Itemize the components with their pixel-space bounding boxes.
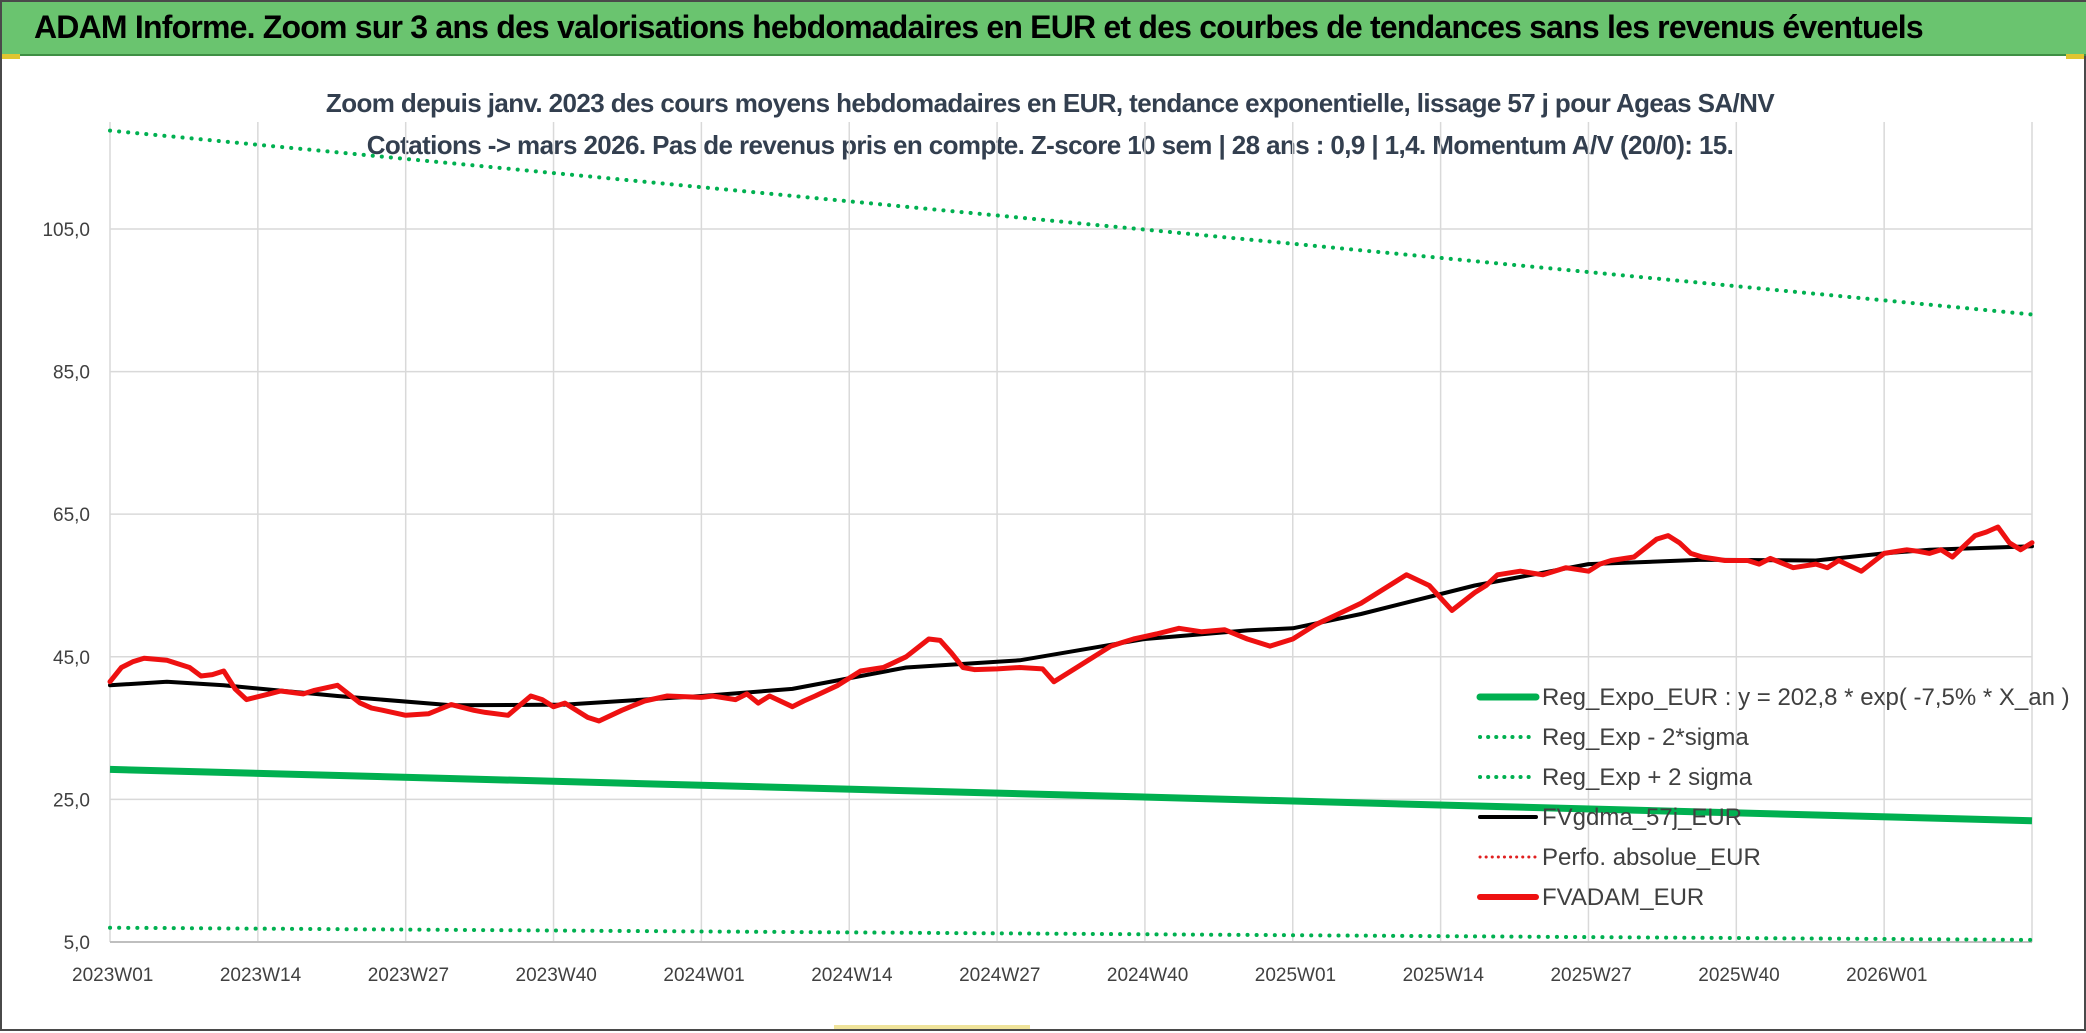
x-tick-label: 2025W14	[1403, 965, 1485, 986]
corner-accent-left	[2, 54, 20, 59]
x-tick-label: 2024W40	[1107, 965, 1188, 986]
report-header: ADAM Informe. Zoom sur 3 ans des valoris…	[2, 2, 2086, 56]
chart-series	[107, 128, 2035, 942]
legend-item-fvadam: FVADAM_EUR	[1477, 884, 1704, 911]
corner-accent-right	[2066, 54, 2084, 59]
legend-item-fvgdma: FVgdma_57j_EUR	[1478, 804, 1742, 831]
x-tick-label: 2026W01	[1846, 965, 1927, 986]
legend-label: FVgdma_57j_EUR	[1542, 804, 1742, 831]
x-tick-label: 2024W27	[959, 965, 1040, 986]
x-tick-label: 2024W01	[663, 965, 744, 986]
chart-grid	[109, 122, 2033, 943]
chart-subtitle-line-1: Zoom depuis janv. 2023 des cours moyens …	[326, 88, 1775, 118]
fvadam-line	[107, 524, 2035, 724]
lower-band-line	[108, 925, 2034, 942]
regression-line	[109, 765, 2033, 825]
chart-subtitle: Zoom depuis janv. 2023 des cours moyens …	[326, 88, 1776, 160]
legend-item-upper-band: Reg_Exp + 2 sigma	[1478, 764, 1753, 791]
x-tick-label: 2025W01	[1255, 965, 1336, 986]
x-tick-label: 2025W27	[1550, 965, 1631, 986]
legend-label: FVADAM_EUR	[1542, 884, 1704, 911]
x-tick-label: 2023W14	[220, 965, 302, 986]
y-tick-label: 45,0	[53, 648, 90, 669]
chart-subtitle-line-2: Cotations -> mars 2026. Pas de revenus p…	[367, 130, 1734, 160]
y-tick-label: 65,0	[53, 505, 90, 526]
legend-item-regression: Reg_Expo_EUR : y = 202,8 * exp( -7,5% * …	[1476, 684, 2070, 711]
legend-item-perfo: Perfo. absolue_EUR	[1478, 844, 1761, 871]
y-tick-label: 5,0	[64, 933, 90, 954]
legend-label: Reg_Exp - 2*sigma	[1542, 724, 1749, 751]
legend-label: Perfo. absolue_EUR	[1542, 844, 1761, 871]
bottom-accent	[834, 1025, 1030, 1029]
upper-band-line	[108, 128, 2034, 317]
y-tick-label: 25,0	[53, 790, 90, 811]
legend-label: Reg_Exp + 2 sigma	[1542, 764, 1753, 791]
chart-axes: 5,0 25,0 45,0 65,0 85,0 105,0 2023W01 2023W14 20…	[42, 220, 2032, 986]
y-tick-label: 85,0	[53, 363, 90, 384]
x-tick-label: 2024W14	[811, 965, 893, 986]
legend-item-lower-band: Reg_Exp - 2*sigma	[1478, 724, 1749, 751]
fvgdma-line	[108, 544, 2034, 708]
x-tick-label: 2023W27	[368, 965, 449, 986]
chart-legend: Reg_Expo_EUR : y = 202,8 * exp( -7,5% * …	[1476, 684, 2070, 911]
x-tick-label: 2023W40	[516, 965, 597, 986]
y-tick-label: 105,0	[42, 220, 90, 241]
x-tick-label: 2025W40	[1698, 965, 1779, 986]
x-tick-label: 2023W01	[72, 965, 153, 986]
report-title: ADAM Informe. Zoom sur 3 ans des valoris…	[34, 9, 1924, 45]
legend-label: Reg_Expo_EUR : y = 202,8 * exp( -7,5% * …	[1542, 684, 2070, 711]
